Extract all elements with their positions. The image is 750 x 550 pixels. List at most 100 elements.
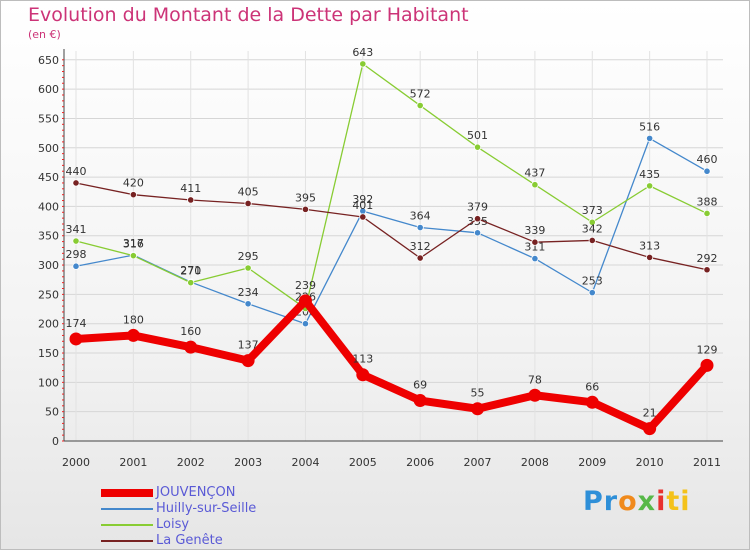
- data-point-jouven-on: [413, 394, 427, 408]
- data-label-la-gen-te: 420: [123, 177, 144, 190]
- series-line-jouven-on: [75, 296, 710, 433]
- data-label-loisy: 572: [410, 88, 431, 101]
- data-point-huilly-sur-seille: [72, 262, 80, 270]
- data-point-la-gen-te: [416, 254, 424, 262]
- data-label-la-gen-te: 405: [238, 185, 259, 198]
- series-line-huilly-sur-seille: [75, 137, 708, 325]
- data-point-jouven-on: [126, 328, 140, 342]
- legend-label: Huilly-sur-Seille: [156, 501, 257, 516]
- data-label-huilly-sur-seille: 271: [180, 264, 201, 277]
- legend-label: La Genête: [156, 533, 223, 548]
- x-tick-label: 2004: [291, 456, 319, 469]
- data-label-huilly-sur-seille: 298: [66, 248, 87, 261]
- data-label-la-gen-te: 339: [524, 224, 545, 237]
- data-point-la-gen-te: [646, 253, 654, 262]
- data-label-la-gen-te: 379: [467, 201, 488, 214]
- data-point-loisy: [359, 60, 367, 68]
- data-point-la-gen-te: [301, 205, 310, 213]
- x-tick-label: 2000: [62, 456, 90, 469]
- data-label-loisy: 373: [582, 204, 603, 217]
- data-label-la-gen-te: 342: [582, 222, 603, 235]
- data-point-la-gen-te: [359, 213, 367, 221]
- data-point-huilly-sur-seille: [416, 223, 424, 232]
- data-point-loisy: [703, 209, 711, 218]
- y-tick-label: 300: [38, 259, 59, 272]
- data-point-huilly-sur-seille: [646, 134, 654, 142]
- legend-label: JOUVENÇON: [156, 485, 236, 500]
- data-label-jouven-on: 69: [413, 379, 427, 392]
- data-label-huilly-sur-seille: 317: [123, 237, 144, 250]
- legend-swatch: [101, 508, 153, 510]
- data-point-la-gen-te: [72, 179, 80, 187]
- data-label-jouven-on: 55: [471, 387, 485, 400]
- legend-item-huilly-sur-seille: Huilly-sur-Seille: [101, 501, 256, 517]
- legend-swatch: [101, 524, 153, 526]
- y-tick-label: 650: [38, 54, 59, 67]
- x-tick-label: 2007: [464, 456, 492, 469]
- y-tick-label: 550: [38, 112, 59, 125]
- data-point-la-gen-te: [703, 266, 711, 274]
- data-label-la-gen-te: 313: [639, 239, 660, 252]
- data-label-jouven-on: 21: [643, 407, 657, 420]
- data-point-huilly-sur-seille: [531, 255, 539, 263]
- data-point-loisy: [187, 279, 195, 287]
- data-label-huilly-sur-seille: 234: [238, 286, 259, 299]
- y-tick-label: 450: [38, 171, 59, 184]
- data-point-jouven-on: [241, 354, 255, 368]
- data-label-loisy: 295: [238, 250, 259, 263]
- data-label-jouven-on: 78: [528, 373, 542, 386]
- data-label-huilly-sur-seille: 516: [639, 120, 660, 133]
- data-label-jouven-on: 113: [352, 353, 373, 366]
- data-label-huilly-sur-seille: 392: [352, 193, 373, 206]
- data-point-huilly-sur-seille: [301, 320, 310, 328]
- data-point-jouven-on: [471, 402, 485, 416]
- data-point-la-gen-te: [473, 215, 482, 223]
- x-tick-label: 2005: [349, 456, 377, 469]
- data-label-loisy: 435: [639, 168, 660, 181]
- proxiti-logo: Proxiti: [583, 486, 691, 517]
- chart-subtitle: (en €): [28, 28, 61, 41]
- data-point-jouven-on: [298, 294, 312, 308]
- legend-label: Loisy: [156, 517, 190, 532]
- data-label-loisy: 437: [524, 167, 545, 180]
- data-label-loisy: 501: [467, 129, 488, 142]
- data-point-huilly-sur-seille: [703, 167, 711, 175]
- y-tick-label: 200: [38, 318, 59, 331]
- chart-title: Evolution du Montant de la Dette par Hab…: [28, 4, 469, 26]
- y-tick-label: 350: [38, 230, 59, 243]
- x-tick-label: 2008: [521, 456, 549, 469]
- data-label-huilly-sur-seille: 253: [582, 275, 603, 288]
- data-point-la-gen-te: [531, 238, 539, 246]
- data-label-huilly-sur-seille: 460: [697, 153, 718, 166]
- data-point-jouven-on: [700, 358, 714, 372]
- data-point-loisy: [129, 252, 137, 260]
- x-tick-label: 2003: [234, 456, 262, 469]
- data-label-loisy: 270: [180, 265, 201, 278]
- data-point-loisy: [244, 264, 252, 272]
- data-label-la-gen-te: 312: [410, 240, 431, 253]
- y-tick-label: 0: [52, 435, 59, 448]
- data-label-la-gen-te: 440: [66, 165, 87, 178]
- data-label-jouven-on: 174: [66, 317, 87, 330]
- data-point-jouven-on: [585, 395, 599, 409]
- data-label-la-gen-te: 401: [352, 199, 373, 212]
- data-point-huilly-sur-seille: [588, 289, 596, 297]
- y-tick-label: 250: [38, 288, 59, 301]
- data-label-loisy: 341: [66, 223, 87, 236]
- data-label-loisy: 643: [352, 46, 373, 59]
- data-label-loisy: 316: [123, 238, 144, 251]
- data-point-jouven-on: [643, 422, 657, 436]
- y-tick-label: 400: [38, 200, 59, 213]
- legend-item-la-gen-te: La Genête: [101, 533, 256, 549]
- data-point-jouven-on: [356, 368, 370, 382]
- data-label-la-gen-te: 292: [697, 252, 718, 265]
- data-point-loisy: [473, 143, 482, 151]
- x-tick-label: 2009: [578, 456, 606, 469]
- legend: JOUVENÇON Huilly-sur-Seille Loisy La Genête: [101, 485, 256, 549]
- legend-item-jouven-on: JOUVENÇON: [101, 485, 256, 501]
- x-tick-label: 2010: [636, 456, 664, 469]
- data-point-jouven-on: [184, 340, 198, 354]
- y-tick-label: 50: [45, 406, 59, 419]
